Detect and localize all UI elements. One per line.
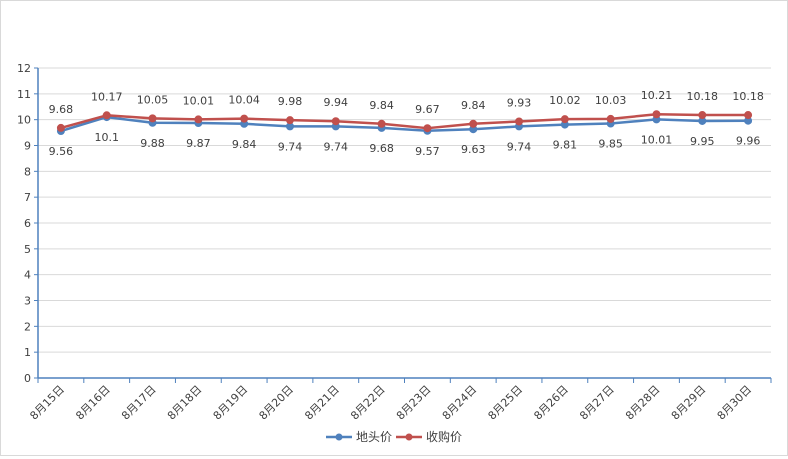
y-tick-label: 1 bbox=[24, 346, 31, 359]
x-tick-label: 8月23日 bbox=[394, 383, 434, 423]
data-label: 9.84 bbox=[461, 99, 486, 112]
data-label: 9.87 bbox=[186, 137, 211, 150]
y-tick-label: 3 bbox=[24, 295, 31, 308]
x-tick-label: 8月18日 bbox=[165, 383, 205, 423]
legend-swatch-marker bbox=[405, 433, 413, 441]
data-label: 10.05 bbox=[137, 93, 169, 106]
x-tick-label: 8月26日 bbox=[531, 383, 571, 423]
y-tick-label: 0 bbox=[24, 372, 31, 385]
data-label: 9.96 bbox=[736, 135, 761, 148]
data-point bbox=[102, 111, 111, 120]
legend: 地头价 收购价 bbox=[326, 429, 462, 444]
data-point bbox=[423, 124, 432, 133]
x-tick-label: 8月22日 bbox=[348, 383, 388, 423]
axes bbox=[34, 67, 772, 383]
x-tick-label: 8月28日 bbox=[623, 383, 663, 423]
series-line-1 bbox=[60, 115, 749, 133]
data-label: 9.74 bbox=[324, 140, 349, 153]
legend-label: 收购价 bbox=[426, 429, 462, 444]
data-point bbox=[606, 114, 615, 123]
x-tick-label: 8月25日 bbox=[486, 383, 526, 423]
data-point bbox=[560, 115, 569, 124]
data-label: 9.68 bbox=[49, 103, 74, 116]
data-label: 9.74 bbox=[507, 140, 532, 153]
data-label: 10.18 bbox=[687, 90, 719, 103]
data-label: 9.56 bbox=[49, 145, 74, 158]
data-label: 9.68 bbox=[369, 142, 394, 155]
data-point bbox=[194, 115, 203, 124]
data-label: 10.1 bbox=[94, 131, 119, 144]
x-tick-labels: 8月15日 8月16日 8月17日 8月18日 8月19日 8月20日 8月21日 8月22日… bbox=[27, 383, 754, 423]
y-tick-label: 6 bbox=[24, 217, 31, 230]
legend-label: 地头价 bbox=[356, 430, 392, 444]
y-tick-label: 11 bbox=[17, 88, 31, 101]
data-label: 10.17 bbox=[91, 90, 123, 103]
data-point bbox=[469, 119, 478, 128]
data-point bbox=[240, 114, 249, 123]
data-point bbox=[285, 116, 294, 125]
data-label: 9.67 bbox=[415, 103, 440, 116]
y-tick-label: 2 bbox=[24, 320, 31, 333]
data-point bbox=[331, 117, 340, 126]
x-tick-label: 8月20日 bbox=[256, 383, 296, 423]
y-tick-label: 10 bbox=[17, 114, 31, 127]
data-label: 9.74 bbox=[278, 140, 303, 153]
x-tick-label: 8月21日 bbox=[302, 383, 342, 423]
data-point bbox=[744, 111, 753, 120]
data-label: 9.84 bbox=[369, 99, 394, 112]
x-tick-label: 8月30日 bbox=[715, 383, 755, 423]
data-label: 9.98 bbox=[278, 95, 303, 108]
x-tick-label: 8月29日 bbox=[669, 383, 709, 423]
data-label: 9.95 bbox=[690, 135, 715, 148]
data-point bbox=[377, 119, 386, 128]
series-line-2 bbox=[60, 112, 749, 130]
data-point bbox=[698, 111, 707, 120]
data-label: 9.84 bbox=[232, 138, 257, 151]
data-label: 9.85 bbox=[598, 138, 623, 151]
data-label: 9.88 bbox=[140, 137, 165, 150]
legend-swatch-marker bbox=[335, 433, 343, 441]
data-label: 10.02 bbox=[549, 94, 581, 107]
data-label: 10.21 bbox=[641, 89, 673, 102]
data-label: 9.63 bbox=[461, 143, 486, 156]
data-label: 10.01 bbox=[641, 133, 673, 146]
x-tick-label: 8月24日 bbox=[440, 383, 480, 423]
y-tick-label: 8 bbox=[24, 165, 31, 178]
data-label: 9.94 bbox=[324, 96, 349, 109]
data-label: 10.01 bbox=[183, 94, 215, 107]
y-tick-label: 4 bbox=[24, 269, 31, 282]
data-point bbox=[652, 110, 661, 119]
x-tick-label: 8月19日 bbox=[211, 383, 251, 423]
data-label: 10.04 bbox=[228, 94, 260, 107]
x-tick-label: 8月15日 bbox=[27, 383, 67, 423]
x-tick-label: 8月17日 bbox=[119, 383, 159, 423]
data-point bbox=[56, 123, 65, 132]
x-tick-label: 8月27日 bbox=[577, 383, 617, 423]
data-labels: 9.56 10.1 9.88 9.87 9.84 9.74 9.74 9.68 9.57 9.63… bbox=[49, 89, 764, 158]
y-tick-label: 7 bbox=[24, 191, 31, 204]
data-label: 10.18 bbox=[732, 90, 764, 103]
series-group bbox=[56, 110, 753, 136]
y-tick-label: 5 bbox=[24, 243, 31, 256]
gridlines bbox=[38, 67, 771, 353]
data-point bbox=[515, 117, 524, 126]
data-label: 9.93 bbox=[507, 96, 532, 109]
data-label: 9.81 bbox=[553, 139, 578, 152]
y-tick-label: 12 bbox=[17, 62, 31, 75]
data-label: 9.57 bbox=[415, 145, 440, 158]
data-point bbox=[148, 114, 157, 123]
data-label: 10.03 bbox=[595, 94, 627, 107]
x-tick-label: 8月16日 bbox=[73, 383, 113, 423]
y-tick-label: 9 bbox=[24, 140, 31, 153]
